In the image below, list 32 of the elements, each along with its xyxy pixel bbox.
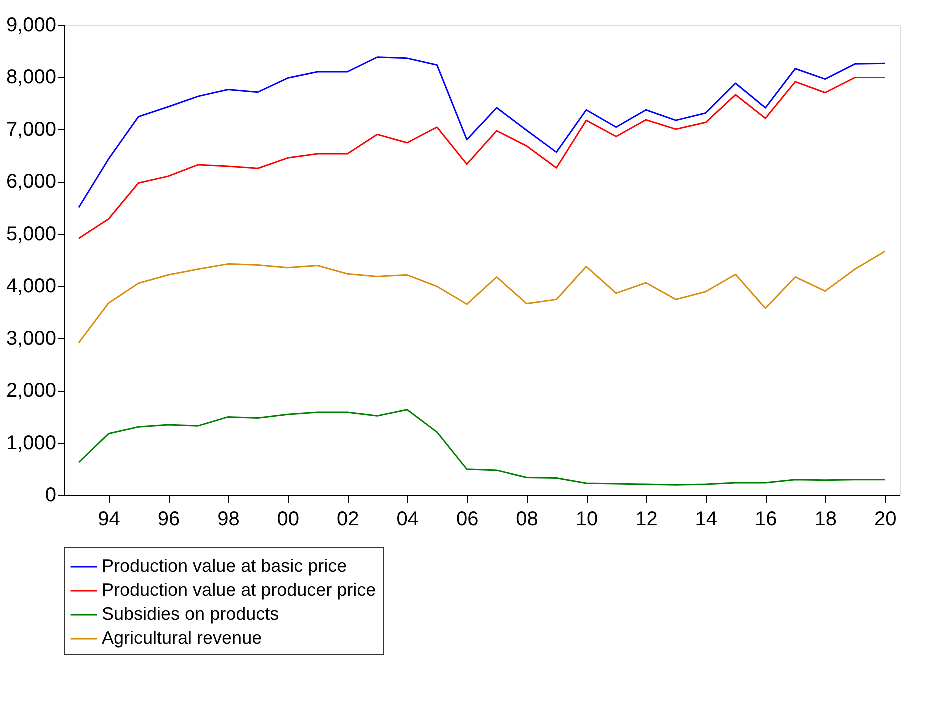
line-series xyxy=(78,250,886,344)
legend-label: Agricultural revenue xyxy=(102,628,262,648)
y-tick-label: 5,000 xyxy=(6,223,56,246)
x-tick-label: 14 xyxy=(695,508,718,530)
x-tick-label: 96 xyxy=(158,508,180,530)
y-tick-label: 6,000 xyxy=(6,171,56,194)
x-tick-label: 94 xyxy=(98,508,120,530)
x-tick-label: 12 xyxy=(636,508,658,530)
x-tick-label: 06 xyxy=(456,508,479,530)
legend-label: Subsidies on products xyxy=(102,604,280,624)
y-tick-label: 9,000 xyxy=(6,14,56,36)
x-tick-label: 16 xyxy=(755,508,778,530)
legend-label: Production value at producer price xyxy=(102,580,376,600)
line-series xyxy=(78,409,886,486)
x-tick-label: 20 xyxy=(874,508,897,530)
x-tick-label: 00 xyxy=(277,508,300,530)
line-series xyxy=(78,56,886,209)
x-tick-label: 02 xyxy=(337,508,360,530)
y-tick-label: 4,000 xyxy=(6,276,56,298)
x-tick-label: 04 xyxy=(396,508,419,530)
x-tick-label: 18 xyxy=(814,508,837,530)
x-tick-label: 10 xyxy=(576,508,598,530)
y-tick-label: 0 xyxy=(45,484,56,506)
legend-label: Production value at basic price xyxy=(102,556,348,576)
y-tick-label: 8,000 xyxy=(6,66,56,89)
y-tick-label: 2,000 xyxy=(6,380,56,402)
y-tick-label: 1,000 xyxy=(6,432,56,454)
x-tick-label: 08 xyxy=(516,508,538,530)
x-tick-label: 98 xyxy=(218,508,240,530)
y-tick-label: 3,000 xyxy=(6,328,56,350)
line-series xyxy=(78,76,886,240)
y-tick-label: 7,000 xyxy=(6,118,56,141)
